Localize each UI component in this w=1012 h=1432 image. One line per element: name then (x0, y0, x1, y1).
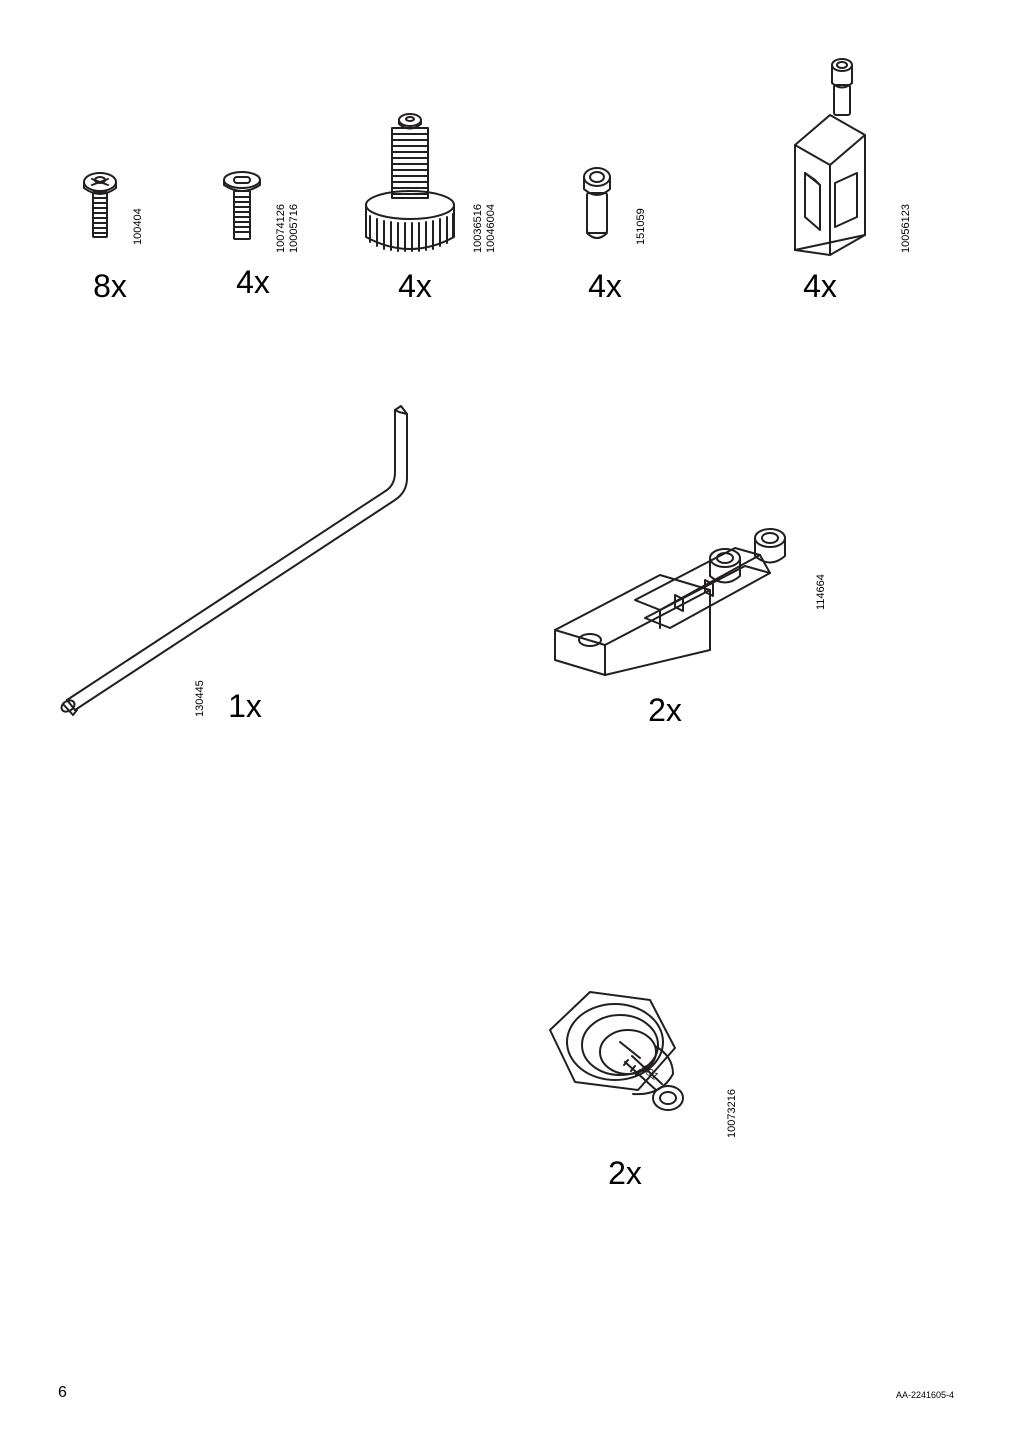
partnum-screw-small: 100404 (132, 208, 144, 245)
partnum-screw-flat: 10074126 10005716 (275, 204, 300, 253)
partnum-label: 10046004 (485, 204, 497, 253)
screw-small-icon (75, 170, 125, 250)
foot-adjuster-icon (355, 110, 465, 255)
partnum-plastic-clip: 10056123 (900, 204, 912, 253)
hinge-bracket-icon (545, 520, 805, 680)
lock-cylinder-icon: 001 (520, 970, 740, 1150)
qty-plastic-clip: 4x (790, 268, 850, 305)
qty-short-pin: 4x (575, 268, 635, 305)
partnum-allen-key: 130445 (194, 680, 206, 717)
partnum-label: 10036516 (472, 204, 484, 253)
part-foot-adjuster (355, 110, 465, 255)
qty-hinge-bracket: 2x (635, 692, 695, 729)
qty-allen-key: 1x (215, 688, 275, 725)
part-lock-cylinder: 001 (520, 970, 740, 1150)
partnum-label: 10074126 (275, 204, 287, 253)
part-screw-small (75, 170, 125, 250)
qty-foot-adjuster: 4x (385, 268, 445, 305)
qty-screw-flat: 4x (223, 264, 283, 301)
qty-screw-small: 8x (80, 268, 140, 305)
partnum-lock-cylinder: 10073216 (726, 1089, 738, 1138)
allen-key-icon (55, 400, 455, 720)
part-plastic-clip (735, 55, 885, 260)
partnum-short-pin: 151059 (635, 208, 647, 245)
partnum-hinge-bracket: 114664 (815, 574, 827, 610)
part-allen-key (55, 400, 455, 720)
partnum-foot-adjuster: 10036516 10046004 (472, 204, 497, 253)
qty-lock-cylinder: 2x (595, 1155, 655, 1192)
document-id: AA-2241605-4 (896, 1390, 954, 1400)
partnum-label: 10005716 (288, 204, 300, 253)
part-hinge-bracket (545, 520, 805, 680)
assembly-parts-page: 100404 8x 10074126 10005716 4x (0, 0, 1012, 1432)
plastic-clip-icon (735, 55, 885, 260)
page-number: 6 (58, 1384, 67, 1402)
screw-flat-icon (215, 170, 270, 250)
part-short-pin (570, 165, 625, 250)
part-screw-flat (215, 170, 270, 250)
short-pin-icon (570, 165, 625, 250)
